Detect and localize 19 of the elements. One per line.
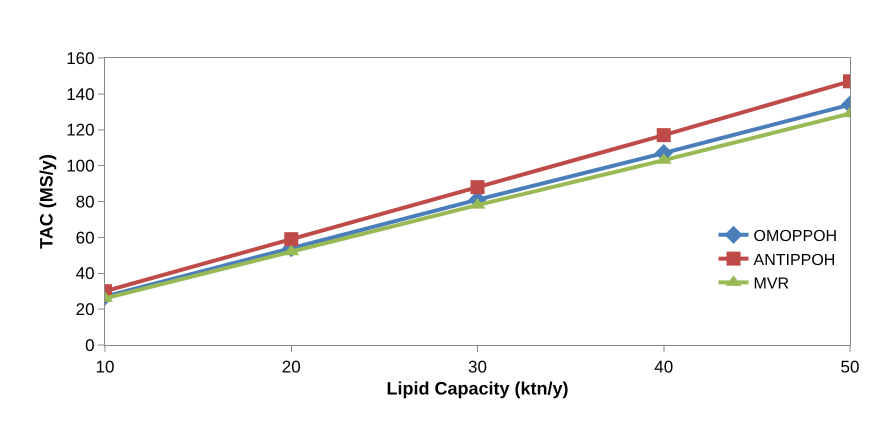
x-axis-title: Lipid Capacity (ktn/y) (386, 378, 569, 398)
x-tick-label: 40 (654, 357, 674, 376)
y-tick-label: 60 (76, 228, 95, 248)
y-tick-label: 100 (66, 156, 95, 176)
y-tick-label: 20 (76, 300, 95, 320)
y-tick-label: 160 (66, 48, 95, 68)
y-tick-label: 140 (66, 84, 95, 104)
y-tick-label: 120 (66, 120, 95, 140)
x-tick-label: 10 (96, 357, 114, 376)
legend-label: ANTIPPOH (754, 252, 836, 269)
y-tick-label: 40 (76, 264, 95, 284)
x-tick-label: 50 (840, 357, 860, 376)
legend-label: MVR (754, 276, 790, 293)
x-tick-label: 20 (282, 357, 301, 376)
y-tick-label: 80 (76, 192, 95, 212)
y-tick-label: 0 (85, 336, 95, 355)
y-axis-title: TAC (MS/y) (36, 154, 56, 249)
x-tick-label: 30 (468, 357, 487, 376)
legend-label: OMOPPOH (754, 228, 838, 246)
